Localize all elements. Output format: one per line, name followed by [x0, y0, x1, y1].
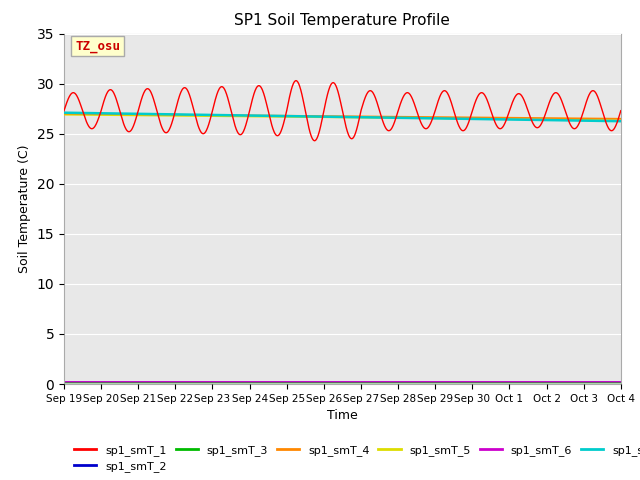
- Bar: [64, 84, 621, 134]
- Legend: sp1_smT_1, sp1_smT_2, sp1_smT_3, sp1_smT_4, sp1_smT_5, sp1_smT_6, sp1_smT_7: sp1_smT_1, sp1_smT_2, sp1_smT_3, sp1_smT…: [70, 440, 640, 477]
- X-axis label: Time: Time: [327, 409, 358, 422]
- Text: TZ_osu: TZ_osu: [75, 40, 120, 53]
- Y-axis label: Soil Temperature (C): Soil Temperature (C): [18, 144, 31, 273]
- Title: SP1 Soil Temperature Profile: SP1 Soil Temperature Profile: [234, 13, 451, 28]
